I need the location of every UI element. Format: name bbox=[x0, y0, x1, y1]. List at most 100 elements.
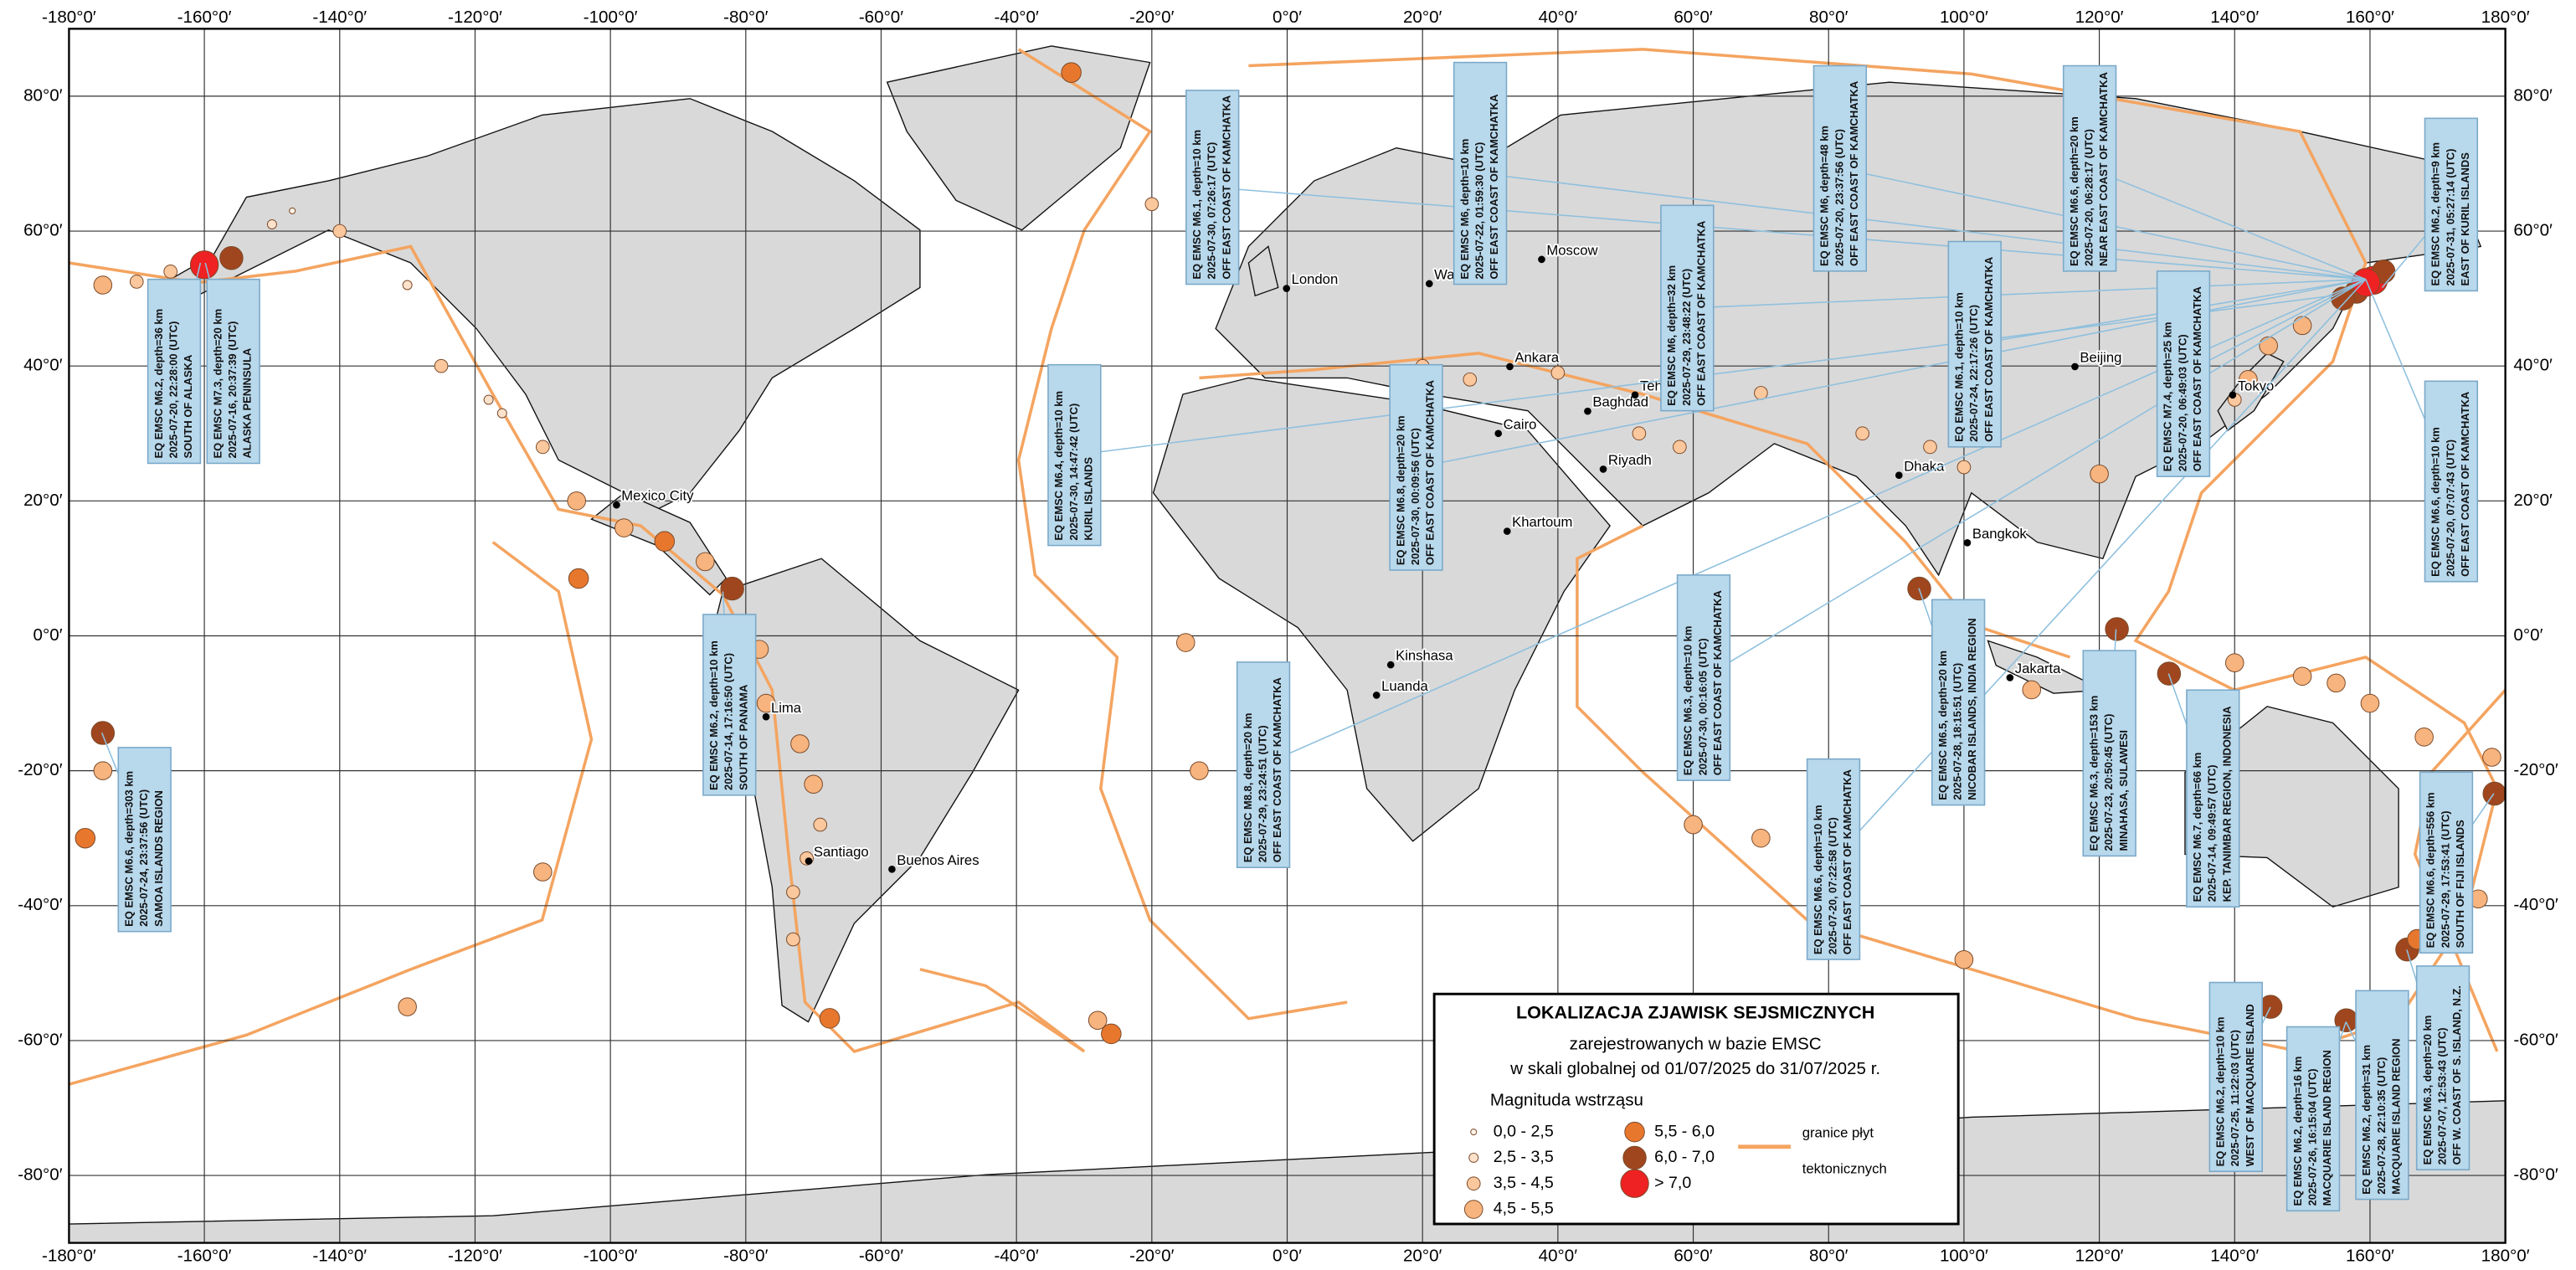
callout-box bbox=[206, 278, 260, 465]
callout-box bbox=[2355, 990, 2409, 1201]
earthquake bbox=[2090, 464, 2109, 484]
earthquake bbox=[1175, 633, 1195, 652]
earthquake bbox=[2482, 781, 2506, 806]
earthquake bbox=[1923, 440, 1937, 455]
earthquake bbox=[1190, 761, 1209, 780]
earthquake bbox=[614, 518, 634, 537]
callout-text: MACQUARIE ISLAND REGION bbox=[2390, 1039, 2403, 1195]
legend-label: 2,5 - 3,5 bbox=[1494, 1148, 1554, 1166]
earthquake bbox=[1751, 828, 1771, 848]
earthquake bbox=[1956, 460, 1972, 475]
callout: EQ EMSC M6.3, depth=20 km 2025-07-07, 12:… bbox=[2415, 965, 2471, 1171]
city-label: Bangkok bbox=[1972, 526, 2028, 542]
x-tick-label: 100°0′ bbox=[1940, 1247, 1988, 1266]
city-marker bbox=[1494, 429, 1503, 438]
earthquake bbox=[2482, 748, 2501, 767]
y-tick-label: -80°0′ bbox=[2513, 1165, 2558, 1185]
callout: EQ EMSC M6.3, depth=10 km 2025-07-30, 00:… bbox=[1676, 574, 1731, 781]
leader-line bbox=[1212, 186, 2366, 280]
city-marker bbox=[1538, 255, 1545, 264]
callout-text: 2025-07-28, 22:10:35 (UTC) bbox=[2375, 1057, 2388, 1195]
leader-line bbox=[1703, 278, 2367, 679]
earthquake bbox=[2259, 336, 2278, 356]
x-tick-label: 140°0′ bbox=[2210, 8, 2259, 27]
callout-text: EQ EMSC M6.3, depth=10 km bbox=[1682, 626, 1694, 776]
city-label: London bbox=[1292, 271, 1339, 287]
x-tick-label: -120°0′ bbox=[448, 8, 502, 27]
x-tick-label: -80°0′ bbox=[723, 8, 768, 27]
callout-text: MINAHASA, SULAWESI bbox=[2117, 730, 2130, 851]
callout: EQ EMSC M6.6, depth=10 km 2025-07-20, 07:… bbox=[1806, 758, 1861, 960]
callout: EQ EMSC M6.6, depth=20 km 2025-07-20, 06:… bbox=[2062, 64, 2117, 272]
callout-box bbox=[1047, 363, 1102, 547]
callout-text: 2025-07-16, 20:37:39 (UTC) bbox=[226, 321, 239, 459]
x-tick-label: 60°0′ bbox=[1674, 1247, 1713, 1266]
earthquake bbox=[496, 408, 507, 419]
callout-text: SOUTH OF PANAMA bbox=[737, 685, 749, 790]
callout-text: SOUTH OF FIJI ISLANDS bbox=[2454, 820, 2466, 948]
callout: EQ EMSC M6, depth=48 km 2025-07-20, 23:37… bbox=[1812, 64, 1868, 272]
earthquake bbox=[567, 491, 586, 511]
callout-text: KEP. TANIMBAR REGION, INDONESIA bbox=[2220, 707, 2233, 902]
x-tick-label: 140°0′ bbox=[2210, 1247, 2259, 1266]
legend: LOKALIZACJA ZJAWISK SEJSMICZNYCH zarejes… bbox=[1432, 992, 1960, 1226]
callout-box bbox=[1660, 204, 1715, 412]
callout-text: 2025-07-24, 23:37:56 (UTC) bbox=[137, 789, 150, 927]
north-america bbox=[154, 98, 921, 511]
x-tick-label: 60°0′ bbox=[1674, 8, 1713, 27]
earthquake bbox=[1855, 426, 1869, 441]
city-label: Buenos Aires bbox=[897, 852, 979, 868]
callout-text: 2025-07-20, 22:28:00 (UTC) bbox=[167, 321, 179, 459]
city-label: Moscow bbox=[1546, 242, 1598, 258]
legend-marker bbox=[1622, 1145, 1647, 1170]
earthquakes bbox=[75, 62, 2506, 1045]
city-marker bbox=[1631, 391, 1639, 399]
callout-text: NEAR EAST COAST OF KAMCHATKA bbox=[2097, 72, 2110, 266]
legend-plates-label: granice płyt bbox=[1802, 1124, 1874, 1140]
y-tick-label: -40°0′ bbox=[18, 895, 62, 914]
callout-text: NICOBAR ISLANDS, INDIA REGION bbox=[1966, 618, 1978, 800]
x-tick-label: -140°0′ bbox=[312, 8, 367, 27]
callout: EQ EMSC M6.2, depth=36 km 2025-07-20, 22:… bbox=[147, 278, 202, 465]
callout-text: OFF EAST COAST OF KAMCHATKA bbox=[1488, 95, 1500, 280]
earthquake bbox=[1463, 372, 1478, 387]
x-tick-label: -120°0′ bbox=[448, 1247, 502, 1266]
leader-line bbox=[1687, 278, 2366, 309]
callout-box bbox=[2062, 64, 2117, 272]
earthquake bbox=[1684, 815, 1703, 835]
city-label: Jakarta bbox=[2015, 661, 2061, 676]
callout-text: EQ EMSC M6.6, depth=556 km bbox=[2424, 792, 2437, 948]
callout-text: 2025-07-22, 01:59:30 (UTC) bbox=[1473, 142, 1486, 280]
y-tick-label: -60°0′ bbox=[18, 1030, 62, 1049]
earthquake bbox=[786, 932, 800, 947]
callout: EQ EMSC M6.2, depth=16 km 2025-07-26, 16:… bbox=[2285, 1026, 2341, 1212]
callout-text: EQ EMSC M6, depth=48 km bbox=[1818, 126, 1831, 266]
earthquake bbox=[790, 734, 810, 753]
city-label: Luanda bbox=[1381, 678, 1428, 694]
earthquake bbox=[813, 817, 828, 832]
legend-title: LOKALIZACJA ZJAWISK SEJSMICZNYCH bbox=[1516, 1002, 1874, 1023]
x-tick-label: 100°0′ bbox=[1940, 8, 1988, 27]
callout-text: OFF EAST COAST OF KAMCHATKA bbox=[1711, 590, 1724, 775]
british-isles bbox=[1247, 245, 1279, 297]
x-tick-label: 0°0′ bbox=[1273, 1247, 1302, 1266]
legend-subtitle: zarejestrowanych w bazie EMSC bbox=[1570, 1035, 1822, 1054]
callout: EQ EMSC M6.2, depth=10 km 2025-07-25, 11:… bbox=[2208, 981, 2263, 1172]
callout-text: 2025-07-29, 17:53:41 (UTC) bbox=[2439, 810, 2451, 948]
earthquake bbox=[533, 862, 553, 882]
callout-text: 2025-07-14, 17:16:50 (UTC) bbox=[722, 653, 735, 790]
callout: EQ EMSC M8.8, depth=20 km 2025-07-29, 23:… bbox=[1236, 661, 1291, 868]
callout-box bbox=[1185, 90, 1240, 285]
callout-text: EQ EMSC M6.2, depth=31 km bbox=[2360, 1045, 2373, 1195]
y-tick-label: 80°0′ bbox=[23, 85, 63, 105]
callout: EQ EMSC M6.8, depth=20 km 2025-07-30, 00:… bbox=[1389, 363, 1443, 571]
legend-marker bbox=[1468, 1152, 1479, 1163]
callout-box bbox=[147, 278, 202, 465]
callout-box bbox=[1806, 758, 1861, 960]
earthquake bbox=[1550, 365, 1566, 380]
callout-box bbox=[1812, 64, 1868, 272]
y-tick-label: 20°0′ bbox=[23, 491, 63, 510]
callout-text: 2025-07-29, 23:24:51 (UTC) bbox=[1256, 725, 1268, 862]
leader-line bbox=[2089, 167, 2367, 280]
